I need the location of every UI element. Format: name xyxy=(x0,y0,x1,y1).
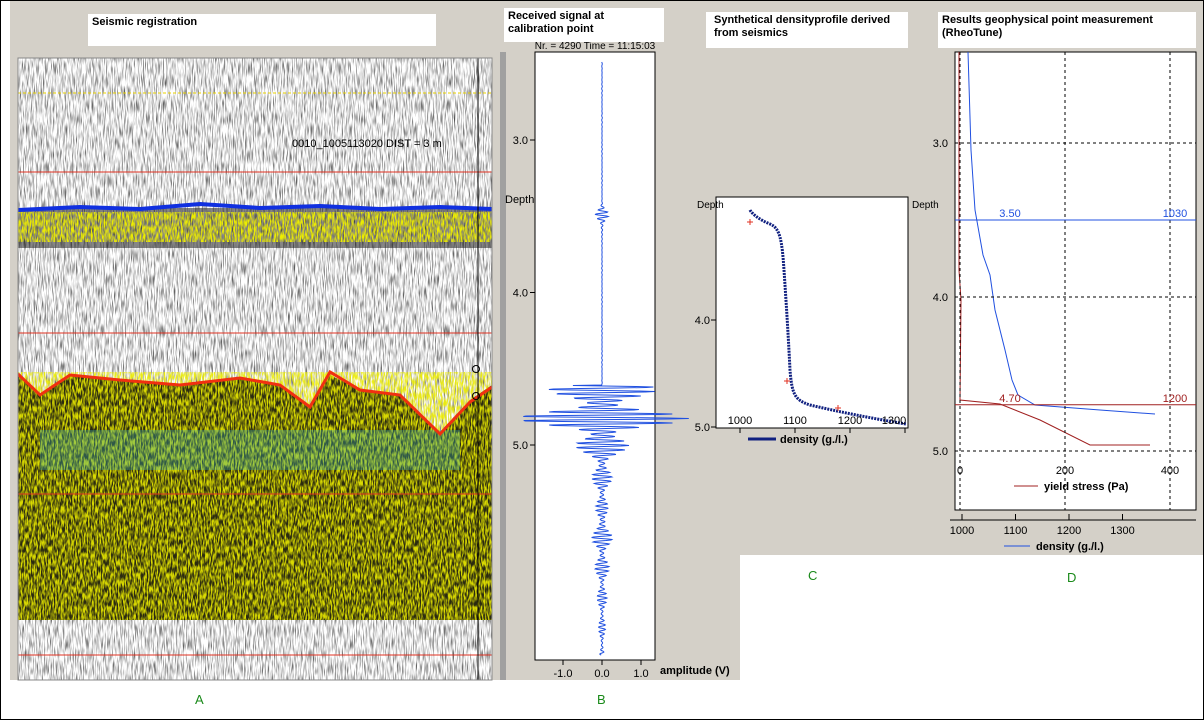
x-tick-label: 0.0 xyxy=(594,668,609,680)
x-tick-label: 1100 xyxy=(783,415,807,427)
marker-depth: 4.70 xyxy=(999,393,1020,405)
panel-title: Seismic registration xyxy=(88,14,436,46)
seismic-image xyxy=(18,58,492,680)
signal-header: Nr. = 4290 Time = 11:15:03 xyxy=(535,41,656,52)
x-tick-label: 1200 xyxy=(1057,525,1081,537)
y-tick-label: 5.0 xyxy=(933,446,948,458)
x-tick-label: 1000 xyxy=(950,525,974,537)
legend-label: density (g./l.) xyxy=(780,434,848,446)
y-tick-label: 5.0 xyxy=(513,440,528,452)
x-tick-label: 0 xyxy=(957,465,963,477)
seismic-annotation: 0010_1005113020 DIST = 3 m xyxy=(292,138,442,150)
panel-title: Received signal at calibration point xyxy=(504,8,664,42)
y-label: Depth xyxy=(505,194,534,206)
panel-letter: C xyxy=(808,568,817,583)
marker-density: 1200 xyxy=(1163,393,1187,405)
x-tick-label: 200 xyxy=(1056,465,1074,477)
legend-label: yield stress (Pa) xyxy=(1044,481,1129,493)
x-tick-label: -1.0 xyxy=(554,668,573,680)
screenshot: 0010_1005113020 DIST = 3 m Nr. = 4290 Ti… xyxy=(0,0,1204,720)
x-tick-label: 1000 xyxy=(728,415,752,427)
legend-label: density (g./l.) xyxy=(1036,541,1104,553)
marker-depth: 3.50 xyxy=(999,208,1020,220)
y-label: Depth xyxy=(697,200,724,211)
panel-letter: A xyxy=(195,692,204,707)
x-tick-label: 1.0 xyxy=(633,668,648,680)
x-label: amplitude (V) xyxy=(660,665,730,677)
x-tick-label: 400 xyxy=(1161,465,1179,477)
x-tick-label: 1100 xyxy=(1004,525,1028,537)
y-tick-label: 4.0 xyxy=(513,288,528,300)
y-tick-label: 4.0 xyxy=(695,315,710,327)
panel-title: Results geophysical point measurement (R… xyxy=(938,12,1196,48)
panel-letter: D xyxy=(1067,570,1076,585)
y-tick-label: 5.0 xyxy=(695,422,710,434)
splitter xyxy=(500,52,506,680)
canvas: 0010_1005113020 DIST = 3 m Nr. = 4290 Ti… xyxy=(0,0,1204,720)
panel-letter: B xyxy=(597,692,606,707)
marker-density: 1030 xyxy=(1163,208,1187,220)
density-plot xyxy=(716,197,908,428)
x-tick-label: 1200 xyxy=(838,415,862,427)
y-tick-label: 4.0 xyxy=(933,292,948,304)
panel-title: Synthetical densityprofile derived from … xyxy=(706,12,908,48)
x-tick-label: 1300 xyxy=(1110,525,1134,537)
y-tick-label: 3.0 xyxy=(513,135,528,147)
x-tick-label: 1300 xyxy=(882,415,906,427)
y-tick-label: 3.0 xyxy=(933,138,948,150)
y-label: Depth xyxy=(912,200,939,211)
